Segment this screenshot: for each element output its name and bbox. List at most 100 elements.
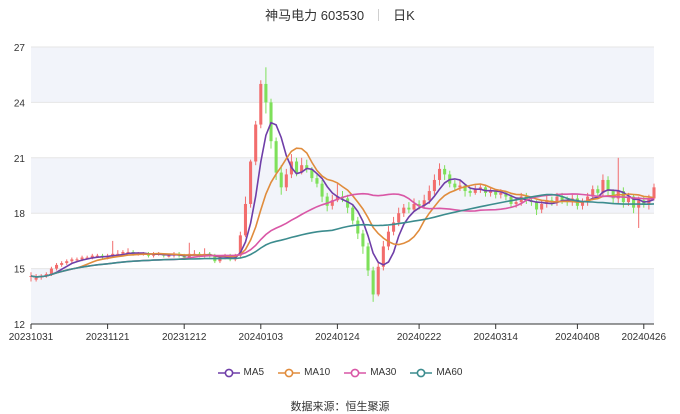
x-tick-label: 20231121 — [86, 332, 130, 343]
grid-band — [31, 268, 654, 324]
candle-body — [167, 255, 171, 257]
candle-body — [427, 191, 431, 201]
candle-body — [586, 196, 590, 203]
data-source: 数据来源：恒生聚源 — [290, 401, 390, 413]
candle-body — [504, 192, 508, 197]
legend-marker-icon — [217, 368, 240, 377]
candle-body — [356, 220, 360, 234]
candle-body — [182, 255, 186, 258]
candle-body — [478, 187, 482, 190]
candle-body — [422, 200, 426, 206]
candle-body — [284, 174, 288, 188]
candle-body — [95, 255, 99, 257]
x-tick-label: 20231212 — [162, 332, 207, 343]
candle-body — [606, 179, 610, 192]
y-tick-label: 21 — [14, 154, 26, 165]
legend-item-ma60[interactable]: MA60 — [410, 367, 462, 378]
candle-body — [402, 207, 406, 214]
candle-body — [437, 168, 442, 180]
candle-body — [453, 183, 457, 188]
stock-name: 神马电力 603530 — [265, 8, 365, 23]
y-tick-label: 18 — [14, 209, 26, 220]
candle-body — [514, 202, 518, 204]
legend-label: MA10 — [304, 367, 331, 378]
candle-body — [264, 83, 268, 103]
ma-line-ma10 — [30, 147, 655, 278]
legend-marker-icon — [410, 368, 433, 377]
candle-body — [463, 185, 467, 192]
candle-body — [85, 257, 89, 259]
chart-legend: MA5 MA10 MA30 MA60 — [0, 367, 680, 381]
grid-band — [31, 157, 654, 214]
candle-body — [300, 165, 304, 173]
chart-title: 神马电力 603530 日K — [0, 5, 680, 24]
candle-body — [65, 261, 69, 264]
candle-body — [591, 189, 595, 197]
candle-body — [346, 198, 350, 208]
candle-body — [279, 172, 283, 188]
candle-body — [351, 207, 355, 221]
candle-body — [381, 246, 385, 267]
x-tick-label: 20240222 — [397, 332, 442, 343]
candle-body — [126, 251, 130, 253]
legend-item-ma5[interactable]: MA5 — [217, 367, 264, 378]
candle-body — [60, 263, 64, 265]
candle-body — [652, 187, 656, 199]
candle-body — [335, 196, 339, 201]
candle-body — [392, 222, 396, 232]
grid-band — [31, 47, 654, 103]
y-tick-label: 15 — [14, 265, 26, 276]
candle-body — [295, 161, 299, 173]
candle-body — [121, 251, 125, 254]
candle-body — [55, 264, 59, 269]
candle-body — [315, 178, 319, 184]
candle-body — [545, 200, 549, 204]
candle-body — [417, 203, 421, 206]
candle-body — [243, 203, 248, 236]
candle-body — [626, 196, 630, 203]
candle-body — [305, 165, 309, 169]
x-tick-label: 20231031 — [9, 332, 54, 343]
candle-body — [489, 191, 493, 193]
candle-body — [458, 185, 462, 188]
candle-body — [310, 168, 314, 179]
candle-body — [432, 179, 436, 192]
y-tick-label: 12 — [14, 320, 26, 331]
candle-body — [499, 192, 503, 195]
candle-body — [443, 168, 447, 175]
x-tick-label: 20240314 — [473, 332, 518, 343]
candle-body — [80, 257, 84, 260]
candle-body — [540, 203, 544, 210]
candle-body — [386, 231, 390, 247]
candle-body — [361, 233, 365, 247]
candle-body — [320, 183, 324, 197]
x-tick-label: 20240426 — [622, 332, 667, 343]
candle-body — [376, 266, 380, 295]
candle-body — [249, 161, 253, 204]
candle-body — [238, 235, 242, 256]
candle-body — [535, 202, 539, 210]
candle-body — [412, 203, 416, 210]
candle-body — [601, 179, 605, 193]
candle-body — [494, 191, 498, 195]
legend-item-ma10[interactable]: MA10 — [278, 367, 330, 378]
candle-body — [274, 141, 278, 173]
candle-body — [34, 277, 38, 280]
candle-body — [70, 259, 74, 262]
legend-label: MA30 — [370, 367, 397, 378]
ma-line-ma60 — [30, 193, 655, 278]
candle-body — [259, 83, 263, 125]
legend-item-ma30[interactable]: MA30 — [344, 367, 396, 378]
candle-body — [325, 196, 329, 206]
candle-body — [330, 200, 334, 206]
candle-body — [596, 189, 600, 193]
candle-body — [116, 253, 120, 255]
legend-marker-icon — [278, 368, 301, 377]
candle-body — [473, 189, 477, 193]
period-label: 日K — [393, 8, 415, 23]
candle-body — [366, 246, 370, 271]
candle-body — [90, 255, 94, 258]
x-tick-label: 20240124 — [315, 332, 360, 343]
title-divider — [378, 9, 380, 21]
